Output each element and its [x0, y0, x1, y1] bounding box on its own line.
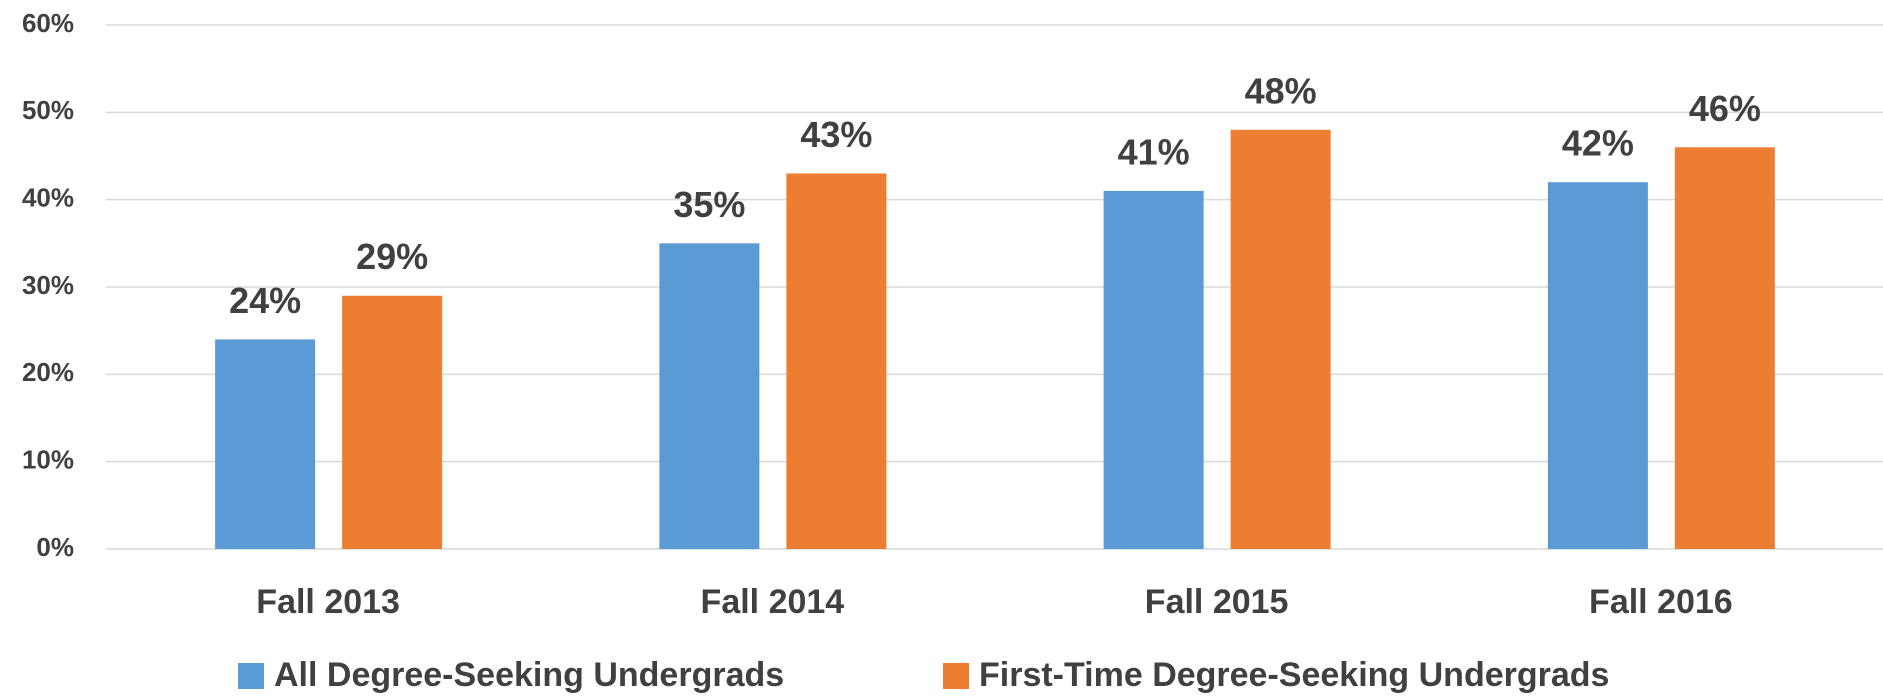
bar [342, 295, 443, 549]
y-tick-label: 20% [22, 357, 74, 387]
bar [659, 243, 760, 550]
data-label: 46% [1689, 88, 1761, 129]
data-label: 35% [673, 184, 745, 225]
data-label: 24% [229, 280, 301, 321]
bar [215, 339, 316, 549]
bar [1674, 147, 1775, 549]
data-label: 29% [356, 236, 428, 277]
y-tick-label: 0% [36, 532, 74, 562]
bar [1230, 129, 1331, 550]
y-tick-label: 30% [22, 270, 74, 300]
y-tick-label: 10% [22, 445, 74, 475]
x-tick-label: Fall 2013 [256, 583, 400, 621]
legend-swatch [943, 663, 969, 689]
bar [1547, 182, 1648, 549]
y-tick-label: 60% [22, 8, 74, 38]
data-label: 48% [1245, 70, 1317, 111]
bar [1103, 190, 1204, 549]
x-tick-label: Fall 2016 [1589, 583, 1733, 621]
data-label: 43% [800, 114, 872, 155]
data-label: 42% [1562, 123, 1634, 164]
legend-swatch [238, 663, 264, 689]
data-label: 41% [1118, 131, 1190, 172]
legend-label: First-Time Degree-Seeking Undergrads [979, 656, 1609, 694]
y-tick-label: 40% [22, 183, 74, 213]
y-tick-label: 50% [22, 95, 74, 125]
x-tick-label: Fall 2015 [1145, 583, 1289, 621]
legend-label: All Degree-Seeking Undergrads [274, 656, 784, 694]
x-tick-label: Fall 2014 [701, 583, 845, 621]
bar [786, 173, 887, 549]
